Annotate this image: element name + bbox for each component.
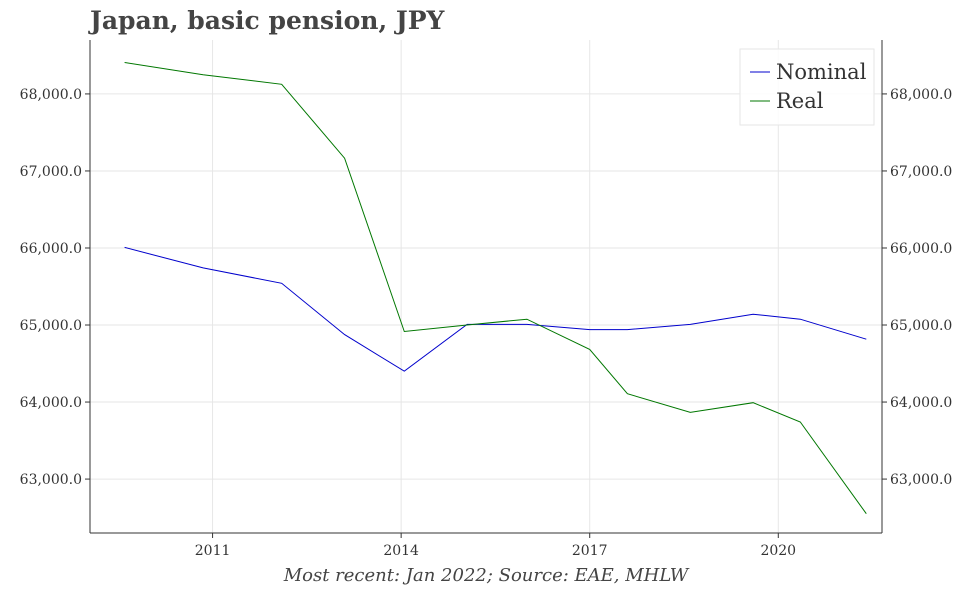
x-tick-label: 2020 [760, 543, 796, 559]
legend-label-real: Real [776, 89, 824, 113]
legend-box [739, 48, 875, 126]
x-tick-label: 2014 [383, 543, 419, 559]
series-line-nominal [124, 246, 867, 372]
axes: 63,000.0 63,000.0 64,000.0 64,000.0 65,000.0… [20, 40, 952, 559]
y-tick-label-right: 66,000.0 [890, 241, 952, 257]
y-tick-label-left: 66,000.0 [20, 241, 82, 257]
x-tick-label: 2017 [572, 543, 608, 559]
x-tick-label: 2011 [195, 543, 231, 559]
legend-label-nominal: Nominal [776, 60, 867, 84]
y-tick-label-right: 63,000.0 [890, 472, 952, 488]
chart-title: Japan, basic pension, JPY [90, 6, 445, 35]
series-line-real [124, 62, 867, 514]
chart-footer: Most recent: Jan 2022; Source: EAE, MHLW [283, 565, 689, 586]
y-tick-label-left: 64,000.0 [20, 395, 82, 411]
y-tick-label-left: 65,000.0 [20, 318, 82, 334]
y-tick-label-right: 65,000.0 [890, 318, 952, 334]
y-tick-label-left: 68,000.0 [20, 87, 82, 103]
grid-lines [90, 40, 882, 533]
y-tick-label-right: 68,000.0 [890, 87, 952, 103]
series-lines [124, 62, 867, 514]
y-tick-label-left: 63,000.0 [20, 472, 82, 488]
legend: Nominal Real [739, 48, 875, 126]
y-tick-label-right: 67,000.0 [890, 164, 952, 180]
y-tick-label-left: 67,000.0 [20, 164, 82, 180]
y-tick-label-right: 64,000.0 [890, 395, 952, 411]
